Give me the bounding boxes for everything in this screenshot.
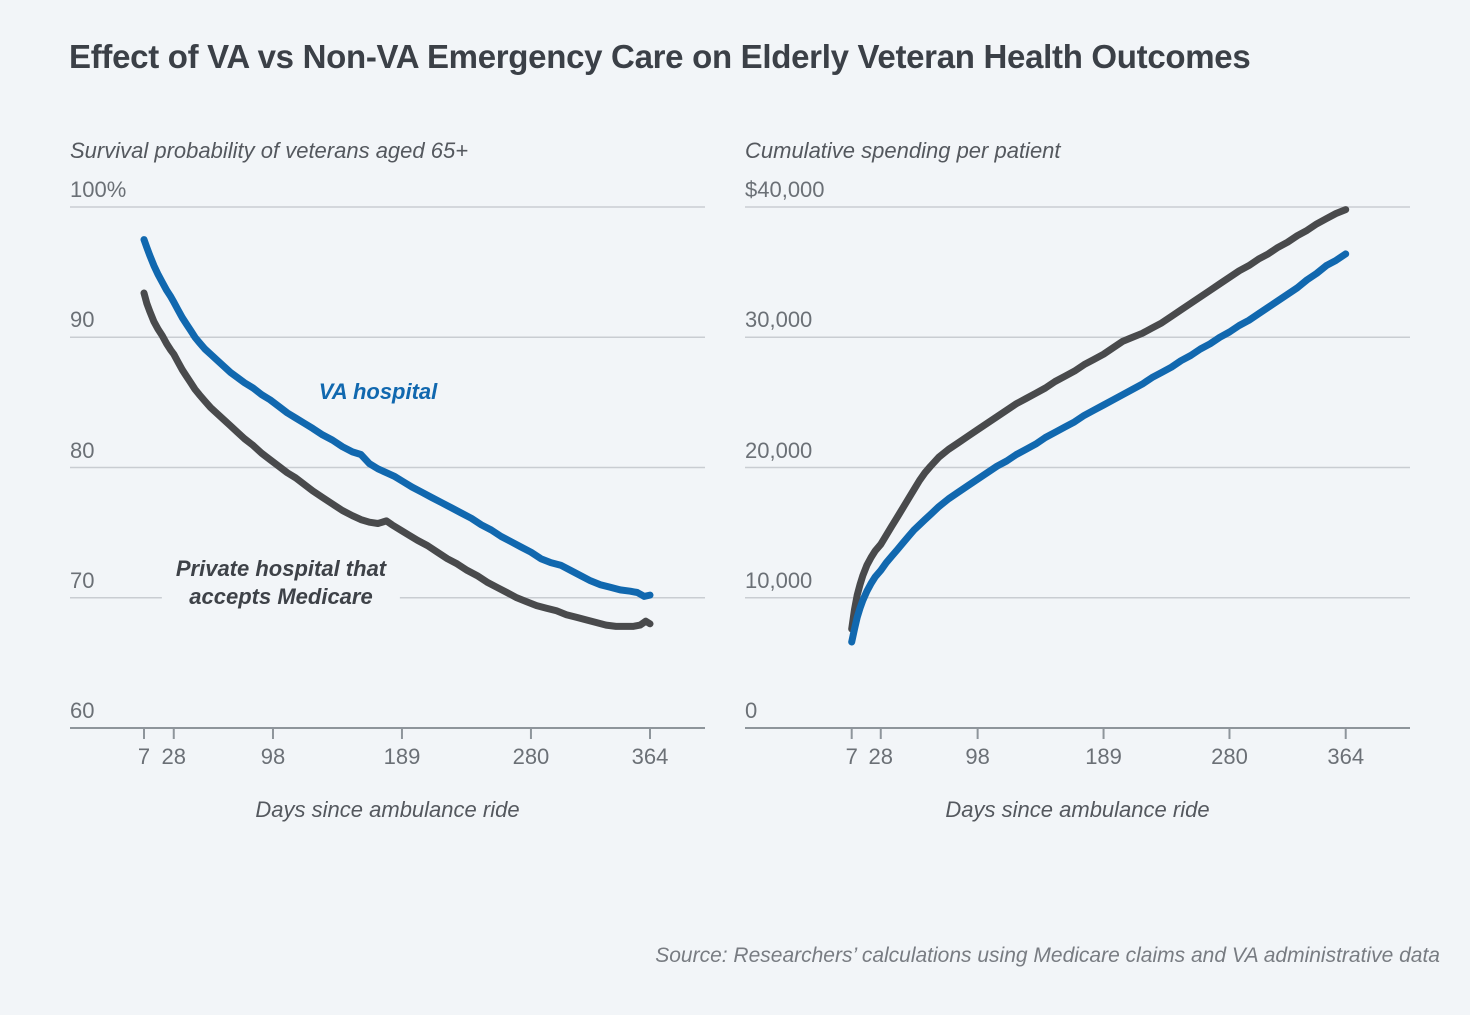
right-x-axis-title: Days since ambulance ride (945, 797, 1210, 822)
y-axis-label: 80 (70, 437, 95, 463)
x-tick-label: 7 (845, 744, 858, 769)
x-tick-label: 189 (383, 744, 421, 769)
x-tick-label: 28 (161, 744, 186, 769)
annotation-line: accepts Medicare (189, 584, 373, 609)
y-axis-label: 0 (745, 698, 758, 723)
series-line-private-hospital-that-accepts-medicare (848, 206, 1350, 633)
x-tick-label: 280 (1211, 744, 1248, 769)
left-x-axis-title: Days since ambulance ride (255, 797, 520, 822)
x-tick-label: 7 (137, 744, 151, 769)
right-chart-subtitle: Cumulative spending per patient (745, 138, 1061, 163)
y-axis-label: 30,000 (745, 307, 813, 333)
y-axis-label: $40,000 (745, 177, 825, 202)
y-axis-label: 70 (70, 567, 95, 593)
y-axis-label: 10,000 (745, 567, 813, 593)
annotation-va-hospital: VA hospital (309, 376, 448, 408)
annotation-line: VA hospital (318, 379, 438, 404)
series-line-va-hospital (140, 236, 654, 600)
x-tick-label: 28 (868, 744, 893, 769)
x-tick-label: 98 (965, 744, 990, 769)
series-line-va-hospital (848, 250, 1350, 646)
x-tick-label: 280 (512, 744, 550, 769)
page-title: Effect of VA vs Non-VA Emergency Care on… (69, 38, 1251, 75)
left-chart-subtitle: Survival probability of veterans aged 65… (70, 138, 469, 163)
series-line-private-hospital-that-accepts-medicare (140, 289, 654, 630)
y-axis-label: 20,000 (745, 437, 813, 463)
x-tick-label: 364 (1327, 744, 1365, 769)
x-tick-label: 364 (631, 744, 669, 769)
annotation-private-hospital-that: Private hospital that accepts Medicare (161, 552, 401, 614)
source-note: Source: Researchers’ calculations using … (655, 944, 1440, 967)
x-tick-label: 189 (1085, 744, 1122, 769)
x-tick-label: 98 (260, 744, 286, 769)
y-axis-label: 90 (70, 307, 95, 333)
annotation-line: Private hospital that (175, 556, 387, 581)
y-axis-label: 100% (70, 177, 127, 202)
y-axis-label: 60 (70, 698, 95, 723)
